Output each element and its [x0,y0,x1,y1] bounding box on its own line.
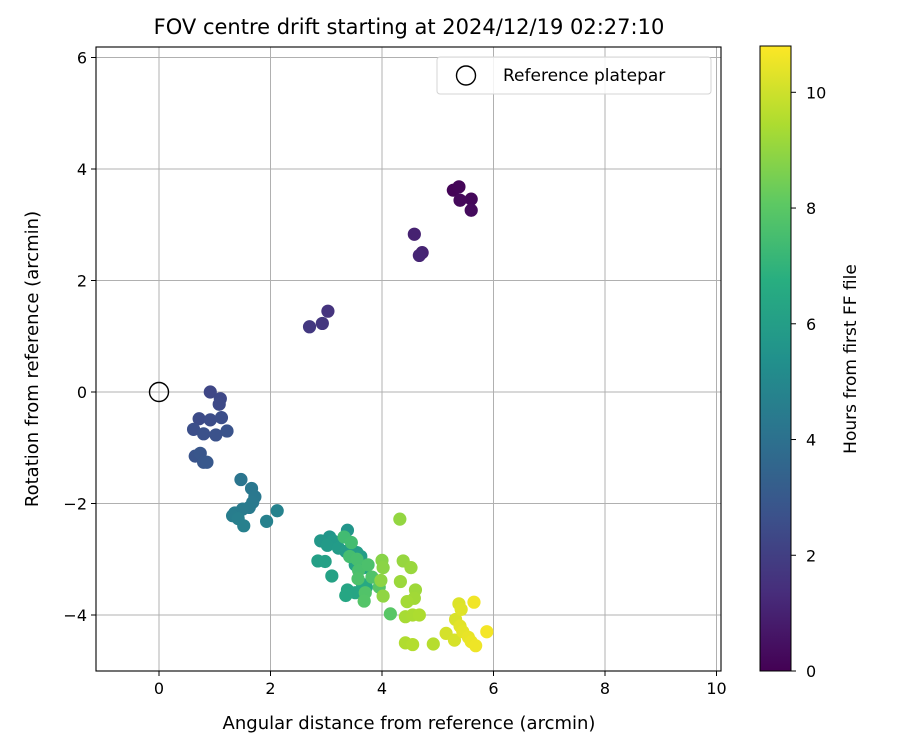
data-point [480,625,494,639]
legend-marker-icon [455,65,477,86]
data-point [325,569,339,583]
data-point [376,561,390,575]
data-point [212,397,226,411]
data-point [454,602,468,617]
data-point [321,304,335,318]
data-point [412,248,426,263]
x-tick-label: 4 [377,679,387,698]
data-point [203,413,217,427]
data-point [200,455,214,469]
colorbar-label: Hours from first FF file [841,264,861,454]
y-tick-label: −4 [63,606,87,625]
y-tick-label: 4 [77,160,87,179]
legend-entry-label: Reference platepar [503,66,665,86]
x-tick-label: 2 [265,679,275,698]
y-axis-ticks: −4 −2 0 2 4 6 [63,49,96,625]
data-point [237,519,251,533]
data-point [407,227,421,241]
legend-box [436,56,712,95]
x-axis-ticks: 0 2 4 6 8 10 [154,671,727,698]
data-point [318,554,332,569]
data-point [393,512,407,526]
colorbar-tick-label: 2 [806,546,816,565]
reference-platepar-marker [148,381,170,403]
data-point [464,192,478,206]
data-point [452,180,466,194]
x-tick-label: 6 [488,679,498,698]
data-point [361,558,375,572]
colorbar [759,45,792,672]
data-point [412,608,426,622]
plot-frame [95,46,722,672]
data-point [469,639,483,653]
x-tick-label: 0 [154,679,164,698]
gridlines [96,47,721,671]
data-point [357,594,371,608]
data-point [209,428,223,442]
data-point [234,472,248,487]
data-point [393,574,407,589]
y-tick-label: −2 [63,495,87,514]
x-axis-label: Angular distance from reference (arcmin) [223,713,596,734]
x-tick-label: 8 [600,679,610,698]
colorbar-tick-label: 4 [806,431,816,450]
y-tick-label: 0 [77,383,87,402]
x-tick-label: 10 [706,679,726,698]
y-tick-label: 6 [77,49,87,68]
data-point [383,607,397,621]
legend: Reference platepar [436,56,712,95]
data-point [220,424,234,438]
colorbar-tick-label: 10 [806,83,826,102]
data-point [315,316,329,331]
colorbar-tick-label: 8 [806,199,816,218]
data-point [376,589,390,603]
data-points [186,180,494,653]
data-point [447,633,462,647]
colorbar-tick-label: 6 [806,315,816,334]
data-point [351,572,365,586]
data-point [453,193,467,207]
data-point [320,538,334,552]
data-point [270,504,284,518]
data-point [214,411,229,425]
colorbar-ticks: 0 2 4 6 8 10 [791,83,826,681]
data-point [400,595,414,609]
data-point [350,552,364,566]
y-axis-label: Rotation from reference (arcmin) [22,211,43,507]
data-point [302,320,317,334]
data-point [464,203,478,217]
chart-title: FOV centre drift starting at 2024/12/19 … [154,15,665,39]
y-tick-label: 2 [77,272,87,291]
data-point [339,588,353,603]
data-point [426,637,440,651]
data-point [259,514,274,528]
colorbar-tick-label: 0 [806,662,816,681]
data-point [404,561,418,575]
data-point [374,573,388,588]
data-point [186,422,201,436]
data-point [203,385,217,399]
data-point [406,637,420,652]
data-point [192,412,206,426]
data-point [344,535,358,550]
data-point [197,427,211,441]
data-point [467,595,481,609]
